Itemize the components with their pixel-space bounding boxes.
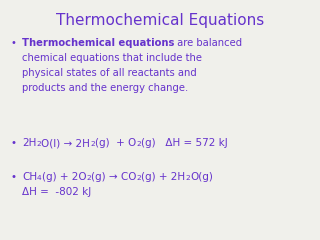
Text: Thermochemical equations: Thermochemical equations (22, 38, 174, 48)
Text: 2: 2 (137, 175, 141, 181)
Text: CH: CH (22, 172, 37, 182)
Text: O(g): O(g) (190, 172, 213, 182)
Text: O(l) → 2H: O(l) → 2H (41, 138, 90, 148)
Text: 2: 2 (186, 175, 190, 181)
Text: are balanced: are balanced (174, 38, 243, 48)
Text: (g)  + O: (g) + O (95, 138, 136, 148)
Text: (g) + 2O: (g) + 2O (42, 172, 86, 182)
Text: (g)   ΔH = 572 kJ: (g) ΔH = 572 kJ (141, 138, 228, 148)
Text: ΔH =  -802 kJ: ΔH = -802 kJ (22, 187, 91, 197)
Text: 2H: 2H (22, 138, 36, 148)
Text: 2: 2 (86, 175, 91, 181)
Text: 2: 2 (90, 142, 95, 148)
Text: 2: 2 (136, 142, 141, 148)
Text: 2: 2 (36, 142, 41, 148)
Text: chemical equations that include the: chemical equations that include the (22, 53, 202, 63)
Text: (g) → CO: (g) → CO (91, 172, 137, 182)
Text: •: • (10, 172, 16, 182)
Text: •: • (10, 38, 16, 48)
Text: products and the energy change.: products and the energy change. (22, 83, 188, 93)
Text: Thermochemical Equations: Thermochemical Equations (56, 13, 264, 28)
Text: •: • (10, 138, 16, 148)
Text: physical states of all reactants and: physical states of all reactants and (22, 68, 197, 78)
Text: 4: 4 (37, 175, 42, 181)
Text: (g) + 2H: (g) + 2H (141, 172, 186, 182)
